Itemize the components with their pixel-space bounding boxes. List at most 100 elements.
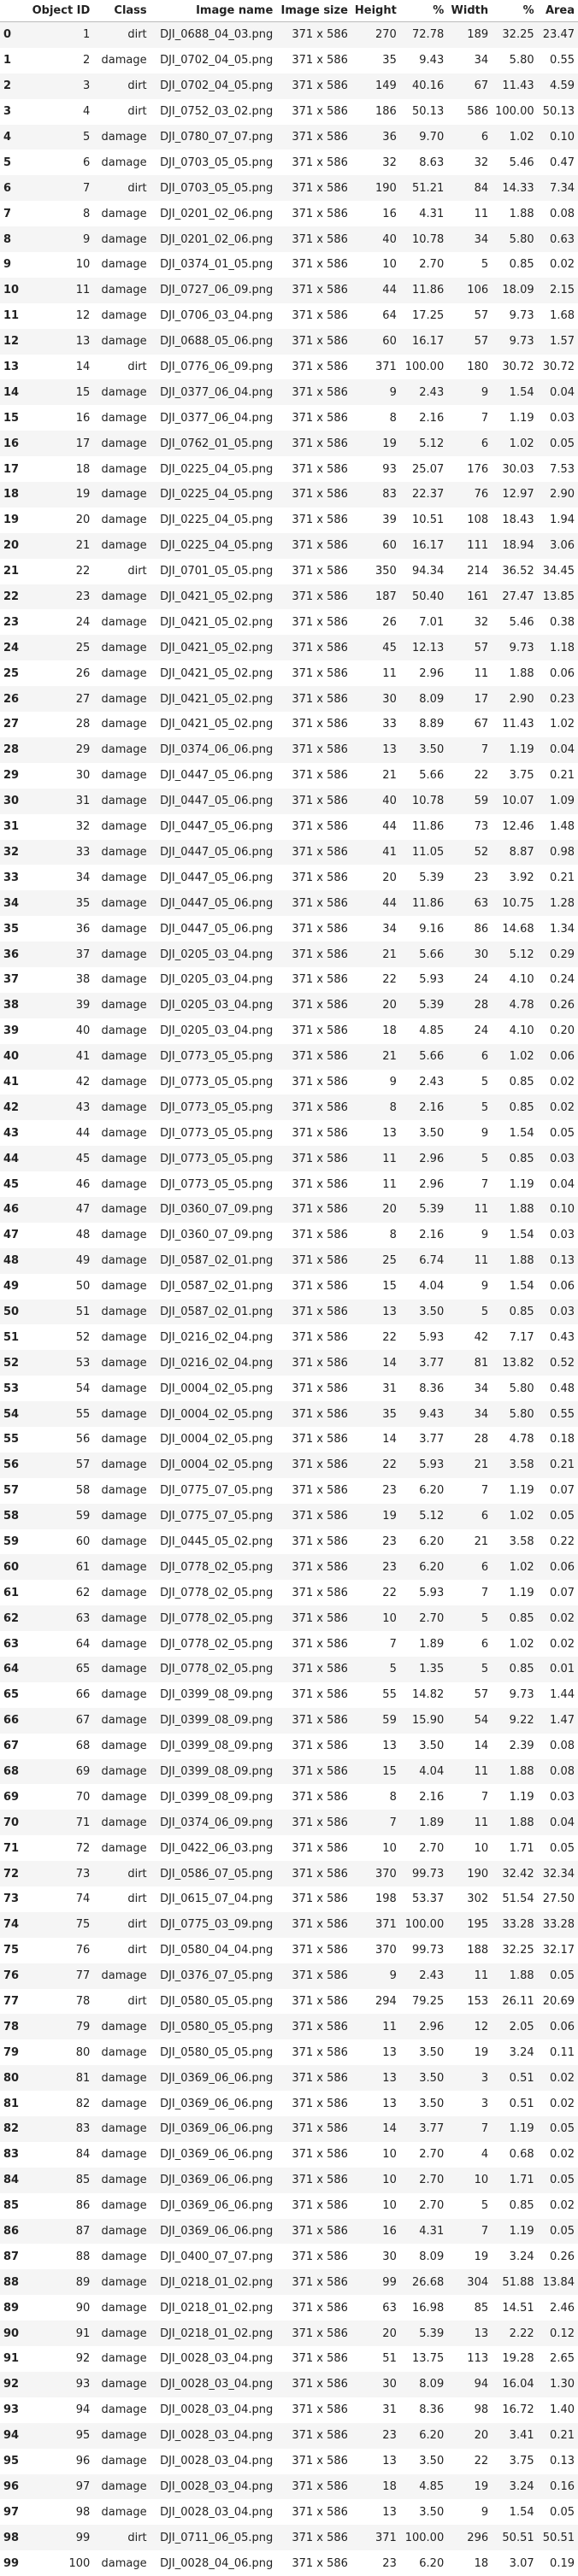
cell-image-size: 371 x 586 bbox=[276, 2295, 351, 2321]
table-row: 41 42 damage DJI_0773_05_05.png 371 x 586 9 2.… bbox=[0, 1069, 578, 1095]
cell-height: 10 bbox=[351, 2141, 400, 2168]
row-index: 75 bbox=[0, 1937, 29, 1963]
cell-area: 27.50 bbox=[537, 1887, 578, 1912]
table-row: 89 90 damage DJI_0218_01_02.png 371 x 586 63 1… bbox=[0, 2295, 578, 2321]
cell-height-percent: 3.50 bbox=[399, 2039, 448, 2066]
cell-area: 0.05 bbox=[537, 1120, 578, 1147]
row-index: 60 bbox=[0, 1554, 29, 1581]
cell-image-name: DJI_0447_05_06.png bbox=[150, 762, 277, 789]
cell-class: damage bbox=[93, 1120, 150, 1147]
cell-height-percent: 6.20 bbox=[399, 2422, 448, 2449]
cell-object-id: 95 bbox=[28, 2422, 94, 2449]
cell-height-percent: 1.35 bbox=[399, 1657, 448, 1682]
cell-width: 76 bbox=[447, 482, 492, 508]
cell-height-percent: 11.86 bbox=[399, 890, 448, 917]
cell-image-size: 371 x 586 bbox=[276, 1452, 351, 1478]
cell-width-percent: 33.28 bbox=[492, 1911, 538, 1938]
cell-class: damage bbox=[93, 150, 150, 176]
cell-width: 5 bbox=[447, 1605, 492, 1632]
cell-width-percent: 1.02 bbox=[492, 124, 538, 150]
cell-width-percent: 0.85 bbox=[492, 1299, 538, 1325]
cell-class: damage bbox=[93, 2218, 150, 2244]
cell-image-name: DJI_0225_04_05.png bbox=[150, 507, 277, 533]
row-index: 96 bbox=[0, 2473, 29, 2500]
table-row: 66 67 damage DJI_0399_08_09.png 371 x 586 59 1… bbox=[0, 1707, 578, 1734]
cell-object-id: 53 bbox=[28, 1350, 94, 1376]
row-index: 4 bbox=[0, 124, 29, 150]
cell-area: 0.08 bbox=[537, 201, 578, 227]
cell-class: damage bbox=[93, 1529, 150, 1555]
cell-image-name: DJI_0447_05_06.png bbox=[150, 839, 277, 866]
cell-width: 24 bbox=[447, 1018, 492, 1044]
cell-class: damage bbox=[93, 302, 150, 329]
cell-width: 5 bbox=[447, 1069, 492, 1095]
cell-image-size: 371 x 586 bbox=[276, 1580, 351, 1606]
cell-width: 57 bbox=[447, 635, 492, 661]
row-index: 28 bbox=[0, 736, 29, 763]
cell-height-percent: 26.68 bbox=[399, 2269, 448, 2296]
cell-width-percent: 14.51 bbox=[492, 2295, 538, 2321]
row-index: 35 bbox=[0, 916, 29, 942]
cell-area: 0.03 bbox=[537, 1299, 578, 1325]
cell-width-percent: 5.80 bbox=[492, 1401, 538, 1427]
cell-width-percent: 9.73 bbox=[492, 302, 538, 329]
cell-image-name: DJI_0225_04_05.png bbox=[150, 532, 277, 559]
cell-height: 13 bbox=[351, 1733, 400, 1759]
cell-class: damage bbox=[93, 201, 150, 227]
cell-class: dirt bbox=[93, 1887, 150, 1912]
table-row: 49 50 damage DJI_0587_02_01.png 371 x 586 15 4… bbox=[0, 1273, 578, 1300]
cell-area: 0.02 bbox=[537, 1605, 578, 1632]
cell-height-percent: 1.89 bbox=[399, 1810, 448, 1836]
row-index: 59 bbox=[0, 1529, 29, 1555]
cell-height-percent: 2.43 bbox=[399, 1963, 448, 1989]
cell-image-name: DJI_0374_01_05.png bbox=[150, 252, 277, 278]
cell-image-size: 371 x 586 bbox=[276, 73, 351, 99]
cell-class: damage bbox=[93, 1605, 150, 1632]
cell-height: 21 bbox=[351, 1043, 400, 1070]
cell-image-name: DJI_0369_06_06.png bbox=[150, 2141, 277, 2168]
cell-height: 186 bbox=[351, 98, 400, 125]
cell-width: 6 bbox=[447, 1043, 492, 1070]
cell-class: damage bbox=[93, 2321, 150, 2347]
cell-image-name: DJI_0369_06_06.png bbox=[150, 2116, 277, 2142]
cell-image-name: DJI_0447_05_06.png bbox=[150, 813, 277, 840]
cell-area: 0.05 bbox=[537, 2499, 578, 2526]
table-row: 67 68 damage DJI_0399_08_09.png 371 x 586 13 3… bbox=[0, 1733, 578, 1759]
cell-class: damage bbox=[93, 2269, 150, 2296]
cell-height: 10 bbox=[351, 1605, 400, 1632]
row-index: 78 bbox=[0, 2014, 29, 2040]
row-index: 7 bbox=[0, 201, 29, 227]
row-index: 8 bbox=[0, 226, 29, 253]
cell-height-percent: 5.93 bbox=[399, 1324, 448, 1351]
cell-object-id: 28 bbox=[28, 712, 94, 737]
cell-height: 9 bbox=[351, 1963, 400, 1989]
cell-area: 0.06 bbox=[537, 2014, 578, 2040]
table-row: 2 3 dirt DJI_0702_04_05.png 371 x 586 149 40.1… bbox=[0, 73, 578, 99]
table-row: 5 6 damage DJI_0703_05_05.png 371 x 586 32 8.6… bbox=[0, 150, 578, 176]
cell-class: damage bbox=[93, 942, 150, 967]
cell-image-size: 371 x 586 bbox=[276, 865, 351, 891]
row-index: 46 bbox=[0, 1196, 29, 1223]
cell-class: damage bbox=[93, 712, 150, 737]
table-row: 13 14 dirt DJI_0776_06_09.png 371 x 586 371 10… bbox=[0, 354, 578, 380]
cell-object-id: 84 bbox=[28, 2141, 94, 2168]
cell-class: damage bbox=[93, 1376, 150, 1402]
cell-width-percent: 1.88 bbox=[492, 1196, 538, 1223]
cell-image-name: DJI_0421_05_02.png bbox=[150, 609, 277, 636]
cell-image-size: 371 x 586 bbox=[276, 252, 351, 278]
cell-height-percent: 4.31 bbox=[399, 201, 448, 227]
cell-width: 57 bbox=[447, 328, 492, 355]
row-index: 12 bbox=[0, 328, 29, 355]
cell-width-percent: 3.24 bbox=[492, 2244, 538, 2270]
cell-height-percent: 51.21 bbox=[399, 175, 448, 202]
cell-image-name: DJI_0706_03_04.png bbox=[150, 302, 277, 329]
cell-height: 11 bbox=[351, 660, 400, 687]
cell-width-percent: 12.46 bbox=[492, 813, 538, 840]
row-index: 82 bbox=[0, 2116, 29, 2142]
cell-area: 33.28 bbox=[537, 1911, 578, 1938]
cell-width-percent: 13.82 bbox=[492, 1350, 538, 1376]
cell-area: 2.15 bbox=[537, 277, 578, 303]
row-index: 47 bbox=[0, 1222, 29, 1248]
cell-width: 23 bbox=[447, 865, 492, 891]
cell-image-name: DJI_0377_06_04.png bbox=[150, 405, 277, 431]
